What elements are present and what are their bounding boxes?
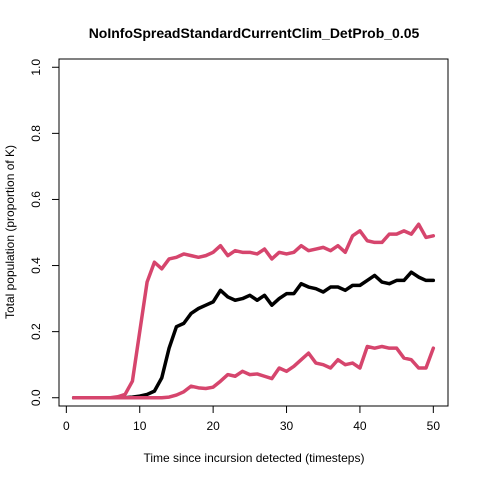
y-tick-label: 1.0: [29, 59, 43, 76]
y-tick-label: 0.2: [29, 323, 43, 340]
x-tick-label: 30: [280, 419, 294, 433]
x-tick-label: 0: [63, 419, 70, 433]
chart-title: NoInfoSpreadStandardCurrentClim_DetProb_…: [89, 25, 420, 41]
x-tick-label: 40: [353, 419, 367, 433]
y-axis-label: Total population (proportion of K): [3, 145, 17, 319]
series-line-lower: [71, 344, 436, 400]
x-tick-label: 20: [206, 419, 220, 433]
series-line-upper: [71, 222, 436, 400]
x-axis-label: Time since incursion detected (timesteps…: [144, 451, 365, 465]
y-axis: 0.0 0.2 0.4 0.6 0.8 1.0: [29, 59, 60, 406]
y-tick-label: 0.6: [29, 191, 43, 208]
series-layer: [71, 222, 436, 400]
y-tick-label: 0.0: [29, 389, 43, 406]
y-tick-label: 0.4: [29, 257, 43, 274]
x-tick-label: 10: [133, 419, 147, 433]
x-axis: 0 10 20 30 40 50: [63, 405, 441, 433]
y-tick-label: 0.8: [29, 125, 43, 142]
x-tick-label: 50: [427, 419, 441, 433]
